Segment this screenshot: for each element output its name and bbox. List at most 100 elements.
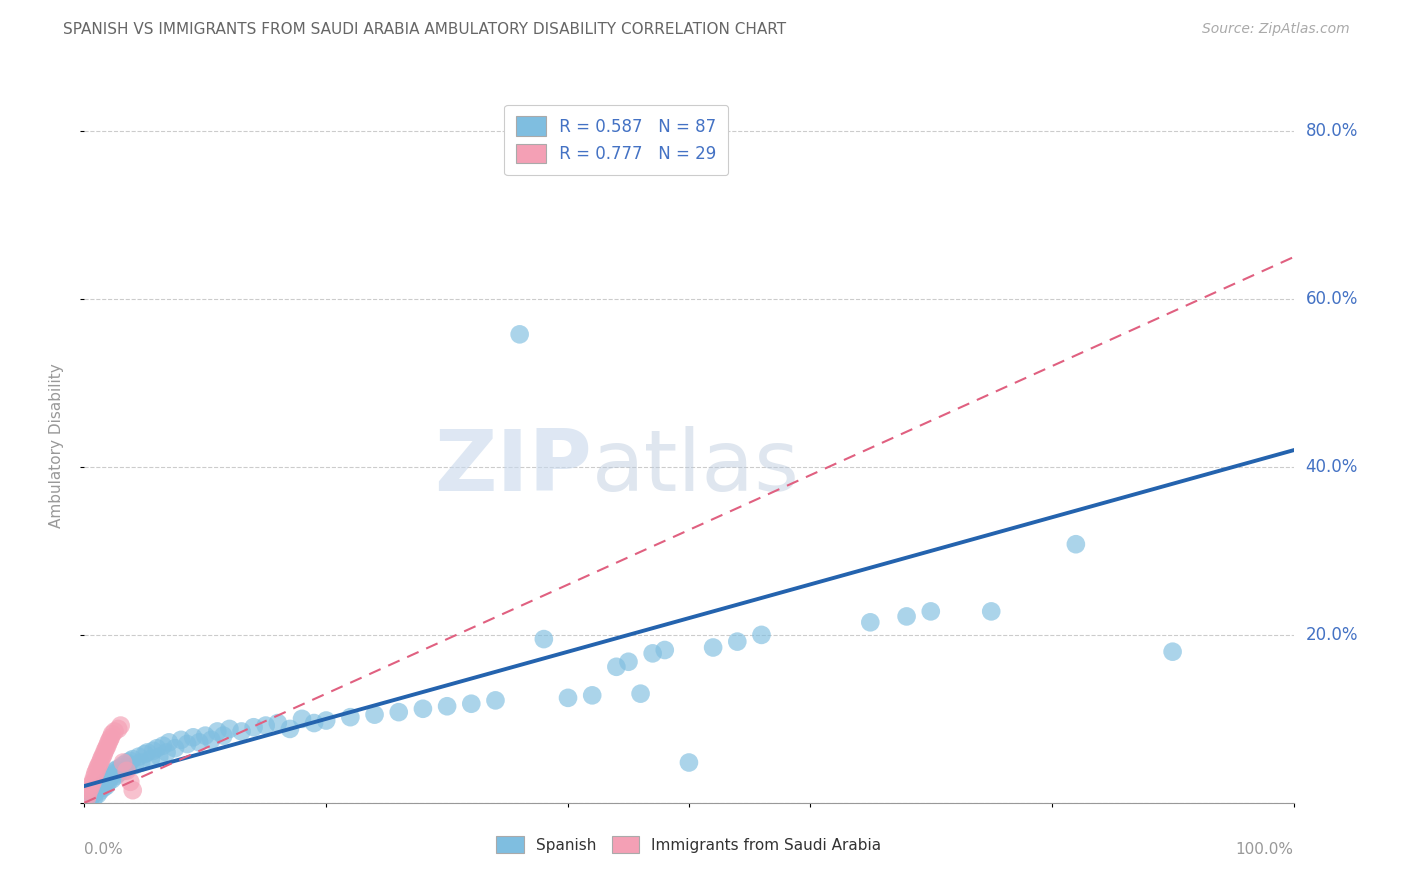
Text: ZIP: ZIP (434, 425, 592, 509)
Point (90, 752, 112, 766)
Point (218, 722, 240, 736)
Point (80, 777, 103, 791)
Point (254, 718, 277, 732)
Point (920, 604, 942, 618)
Point (96, 772, 118, 787)
Point (124, 758, 146, 772)
Point (83, 790, 105, 805)
Point (605, 660, 627, 674)
Point (83, 771, 105, 785)
Point (181, 731, 204, 745)
Point (107, 766, 129, 780)
Point (388, 705, 411, 719)
Point (128, 749, 150, 764)
Point (1064, 537, 1087, 551)
Text: 80.0%: 80.0% (1306, 122, 1358, 140)
Point (142, 744, 165, 758)
Point (94, 744, 117, 758)
Point (110, 760, 132, 774)
Point (146, 741, 169, 756)
Legend: Spanish, Immigrants from Saudi Arabia: Spanish, Immigrants from Saudi Arabia (491, 830, 887, 859)
Point (267, 716, 290, 731)
Point (176, 737, 198, 751)
Point (112, 764, 135, 778)
Point (82, 774, 104, 789)
Point (86, 788, 108, 802)
Point (84, 766, 107, 780)
Point (412, 702, 434, 716)
Point (82, 788, 104, 802)
Point (148, 749, 170, 764)
Point (278, 722, 301, 736)
Point (94, 774, 117, 789)
Point (509, 327, 531, 342)
Point (134, 747, 156, 761)
Point (98, 732, 121, 747)
Point (617, 655, 640, 669)
Point (533, 632, 555, 646)
Point (121, 752, 143, 766)
Point (557, 690, 579, 705)
Point (93, 747, 115, 761)
Y-axis label: Ambulatory Disability: Ambulatory Disability (49, 364, 65, 528)
Point (896, 609, 918, 624)
Point (980, 604, 1002, 618)
Point (87, 780, 110, 795)
Point (100, 769, 122, 783)
Point (91, 777, 114, 791)
Point (242, 720, 264, 734)
Text: atlas: atlas (592, 425, 800, 509)
Text: 20.0%: 20.0% (1306, 626, 1358, 644)
Point (702, 640, 724, 655)
Point (152, 739, 174, 753)
Point (96, 739, 118, 753)
Point (157, 735, 180, 749)
Point (115, 764, 138, 778)
Point (77, 783, 100, 797)
Point (91, 749, 114, 764)
Point (725, 634, 748, 648)
Point (77, 788, 100, 802)
Point (460, 697, 482, 711)
Point (86, 764, 108, 778)
Point (84, 786, 107, 800)
Point (80, 789, 103, 803)
Point (188, 735, 211, 749)
Point (630, 687, 652, 701)
Point (107, 722, 129, 736)
Point (654, 643, 676, 657)
Point (121, 783, 143, 797)
Point (87, 758, 110, 772)
Point (76, 791, 98, 805)
Point (231, 724, 253, 739)
Text: 0.0%: 0.0% (84, 842, 124, 857)
Point (436, 699, 458, 714)
Point (170, 732, 193, 747)
Point (112, 756, 135, 770)
Point (93, 780, 115, 795)
Point (155, 746, 177, 760)
Point (641, 646, 664, 660)
Point (120, 774, 142, 789)
Point (86, 783, 108, 797)
Point (115, 756, 138, 770)
Point (1161, 645, 1184, 659)
Point (94, 741, 117, 756)
Point (79, 791, 101, 805)
Point (859, 615, 882, 630)
Point (98, 771, 121, 785)
Point (79, 780, 101, 795)
Point (363, 707, 385, 722)
Point (117, 760, 139, 774)
Point (129, 756, 152, 770)
Point (94, 779, 117, 793)
Text: Source: ZipAtlas.com: Source: ZipAtlas.com (1202, 22, 1350, 37)
Point (136, 746, 159, 760)
Point (200, 732, 222, 747)
Point (90, 779, 112, 793)
Point (207, 724, 229, 739)
Point (165, 741, 187, 756)
Point (104, 769, 127, 783)
Point (302, 716, 325, 731)
Point (315, 714, 337, 728)
